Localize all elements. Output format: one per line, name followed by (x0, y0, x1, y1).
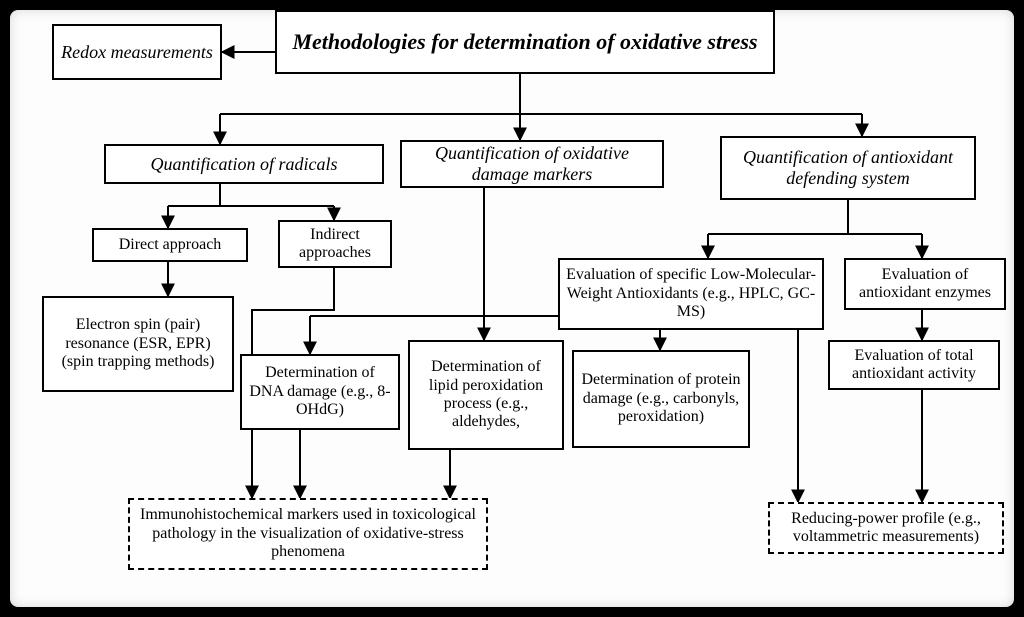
node-esr: Electron spin (pair) resonance (ESR, EPR… (42, 296, 234, 392)
node-indirect: Indirect approaches (278, 220, 392, 268)
node-lmw: Evaluation of specific Low-Molecular-Wei… (558, 258, 824, 330)
node-protein: Determination of protein damage (e.g., c… (572, 350, 750, 448)
node-branch3: Quantification of antioxidant defending … (720, 136, 976, 200)
diagram-frame: Methodologies for determination of oxida… (8, 8, 1016, 609)
node-direct: Direct approach (92, 228, 248, 262)
node-branch2: Quantification of oxidative damage marke… (400, 140, 664, 188)
node-immuno: Immunohistochemical markers used in toxi… (128, 498, 488, 570)
node-reducing: Reducing-power profile (e.g., voltammetr… (768, 502, 1004, 554)
node-dna: Determination of DNA damage (e.g., 8-OHd… (240, 354, 400, 430)
node-redox: Redox measurements (52, 24, 222, 80)
node-title: Methodologies for determination of oxida… (275, 10, 775, 74)
node-lipid: Determination of lipid peroxidation proc… (408, 340, 564, 450)
node-totalact: Evaluation of total antioxidant activity (828, 340, 1000, 390)
node-branch1: Quantification of radicals (104, 144, 384, 184)
node-enzymes: Evaluation of antioxidant enzymes (844, 258, 1006, 310)
